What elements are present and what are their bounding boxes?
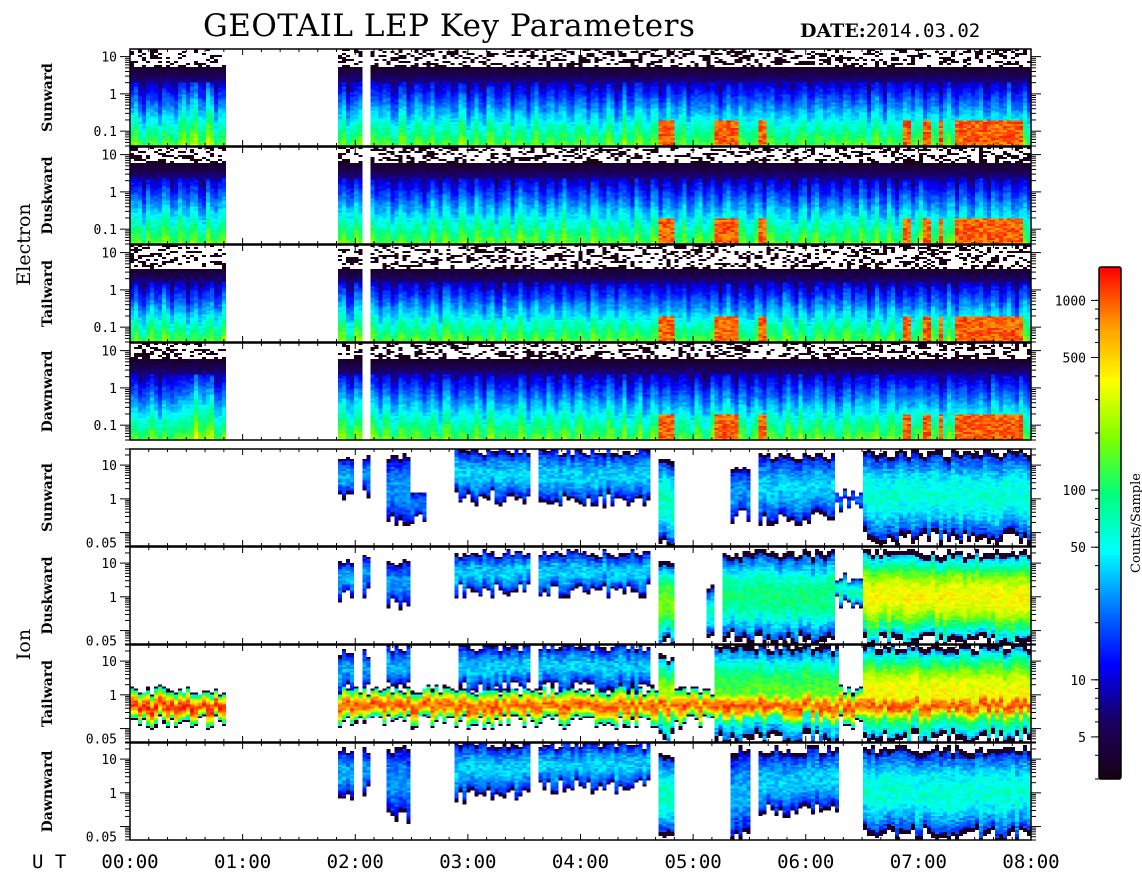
y-tick-label: 0.05	[86, 537, 117, 552]
electron-spectrogram-duskward	[130, 147, 1031, 244]
colorbar-gradient	[1099, 267, 1121, 779]
y-tick-label: 10	[101, 247, 117, 262]
y-tick-label: 1	[109, 493, 117, 508]
y-tick-label: 10	[101, 459, 117, 474]
x-tick-label: 04:00	[552, 851, 609, 873]
y-tick-label: 0.1	[94, 223, 117, 238]
x-tick-label: 05:00	[665, 851, 722, 873]
electron-direction-label: Tailward	[40, 260, 56, 327]
x-tick-label: 03:00	[439, 851, 496, 873]
electron-direction-label: Duskward	[40, 156, 56, 234]
electron-direction-label: Dawnward	[40, 350, 56, 432]
y-tick-label: 1	[109, 88, 117, 103]
x-tick-label: 02:00	[327, 851, 384, 873]
electron-spectrogram-tailward	[130, 245, 1031, 342]
colorbar-tick-label: 50	[1070, 541, 1086, 556]
ion-panel-duskward: 10 1 0.05 Duskward	[40, 546, 1041, 650]
x-tick-label: 00:00	[101, 851, 158, 873]
ion-direction-label: Duskward	[40, 556, 56, 634]
y-tick-label: 0.1	[94, 419, 117, 434]
ion-direction-label: Tailward	[40, 660, 56, 727]
y-tick-label: 0.1	[94, 321, 117, 336]
ion-panel-dawnward: 10 1 0.05 Dawnward	[40, 742, 1041, 846]
y-tick-label: 1	[109, 382, 117, 397]
y-tick-label: 1	[109, 689, 117, 704]
electron-direction-label: Sunward	[40, 63, 56, 132]
ion-spectrogram-sunward	[130, 449, 1031, 546]
y-tick-label: 10	[101, 345, 117, 360]
chart-title: GEOTAIL LEP Key Parameters	[203, 8, 696, 44]
electron-panel-tailward: 10 1 0.1 Tailward	[40, 244, 1041, 343]
electron-spectrogram-sunward	[130, 49, 1031, 146]
ion-spectrogram-tailward	[130, 645, 1031, 742]
colorbar-tick-label: 10	[1070, 674, 1086, 689]
ion-direction-label: Sunward	[40, 463, 56, 532]
x-tick-label: 08:00	[1002, 851, 1059, 873]
y-tick-label: 0.1	[94, 125, 117, 140]
y-tick-label: 10	[101, 51, 117, 66]
group-label-electron: Electron	[13, 203, 35, 285]
y-tick-label: 10	[101, 753, 117, 768]
y-tick-label: 0.05	[86, 733, 117, 748]
ion-spectrogram-dawnward	[130, 743, 1031, 840]
colorbar-tick-label: 5	[1078, 731, 1086, 746]
y-tick-label: 1	[109, 284, 117, 299]
x-tick-label: 06:00	[777, 851, 834, 873]
y-tick-label: 1	[109, 591, 117, 606]
y-tick-label: 10	[101, 557, 117, 572]
colorbar-tick-label: 500	[1063, 352, 1086, 367]
y-tick-label: 1	[109, 787, 117, 802]
y-tick-label: 10	[101, 149, 117, 164]
electron-panel-sunward: 10 1 0.1 Sunward	[40, 48, 1041, 147]
electron-spectrogram-dawnward	[130, 343, 1031, 440]
ion-panel-tailward: 10 1 0.05 Tailward	[40, 644, 1041, 748]
ion-panel-sunward: 10 1 0.05 Sunward	[40, 448, 1041, 552]
y-tick-label: 0.05	[86, 635, 117, 650]
electron-panel-duskward: 10 1 0.1 Duskward	[40, 146, 1041, 245]
colorbar-tick-label: 100	[1063, 484, 1086, 499]
date-readout: DATE:2014.03.02	[800, 20, 980, 42]
y-tick-label: 0.05	[86, 831, 117, 846]
ut-axis-label: U T	[32, 851, 66, 873]
date-value: 2014.03.02	[865, 20, 981, 42]
y-tick-label: 10	[101, 655, 117, 670]
ion-spectrogram-duskward	[130, 547, 1031, 644]
date-label: DATE:	[800, 20, 866, 42]
ion-direction-label: Dawnward	[40, 750, 56, 832]
group-label-ion: Ion	[13, 629, 35, 660]
colorbar-frame	[1098, 266, 1122, 780]
y-tick-label: 1	[109, 186, 117, 201]
colorbar-tick-label: 1000	[1055, 294, 1086, 309]
x-tick-label: 01:00	[214, 851, 271, 873]
colorbar-label: Counts/Sample	[1129, 473, 1142, 573]
electron-panel-dawnward: 10 1 0.1 Dawnward	[40, 342, 1041, 441]
colorbar: 5 10 50 100 500 1000 Counts/Sample	[1055, 266, 1142, 780]
x-tick-label: 07:00	[890, 851, 947, 873]
